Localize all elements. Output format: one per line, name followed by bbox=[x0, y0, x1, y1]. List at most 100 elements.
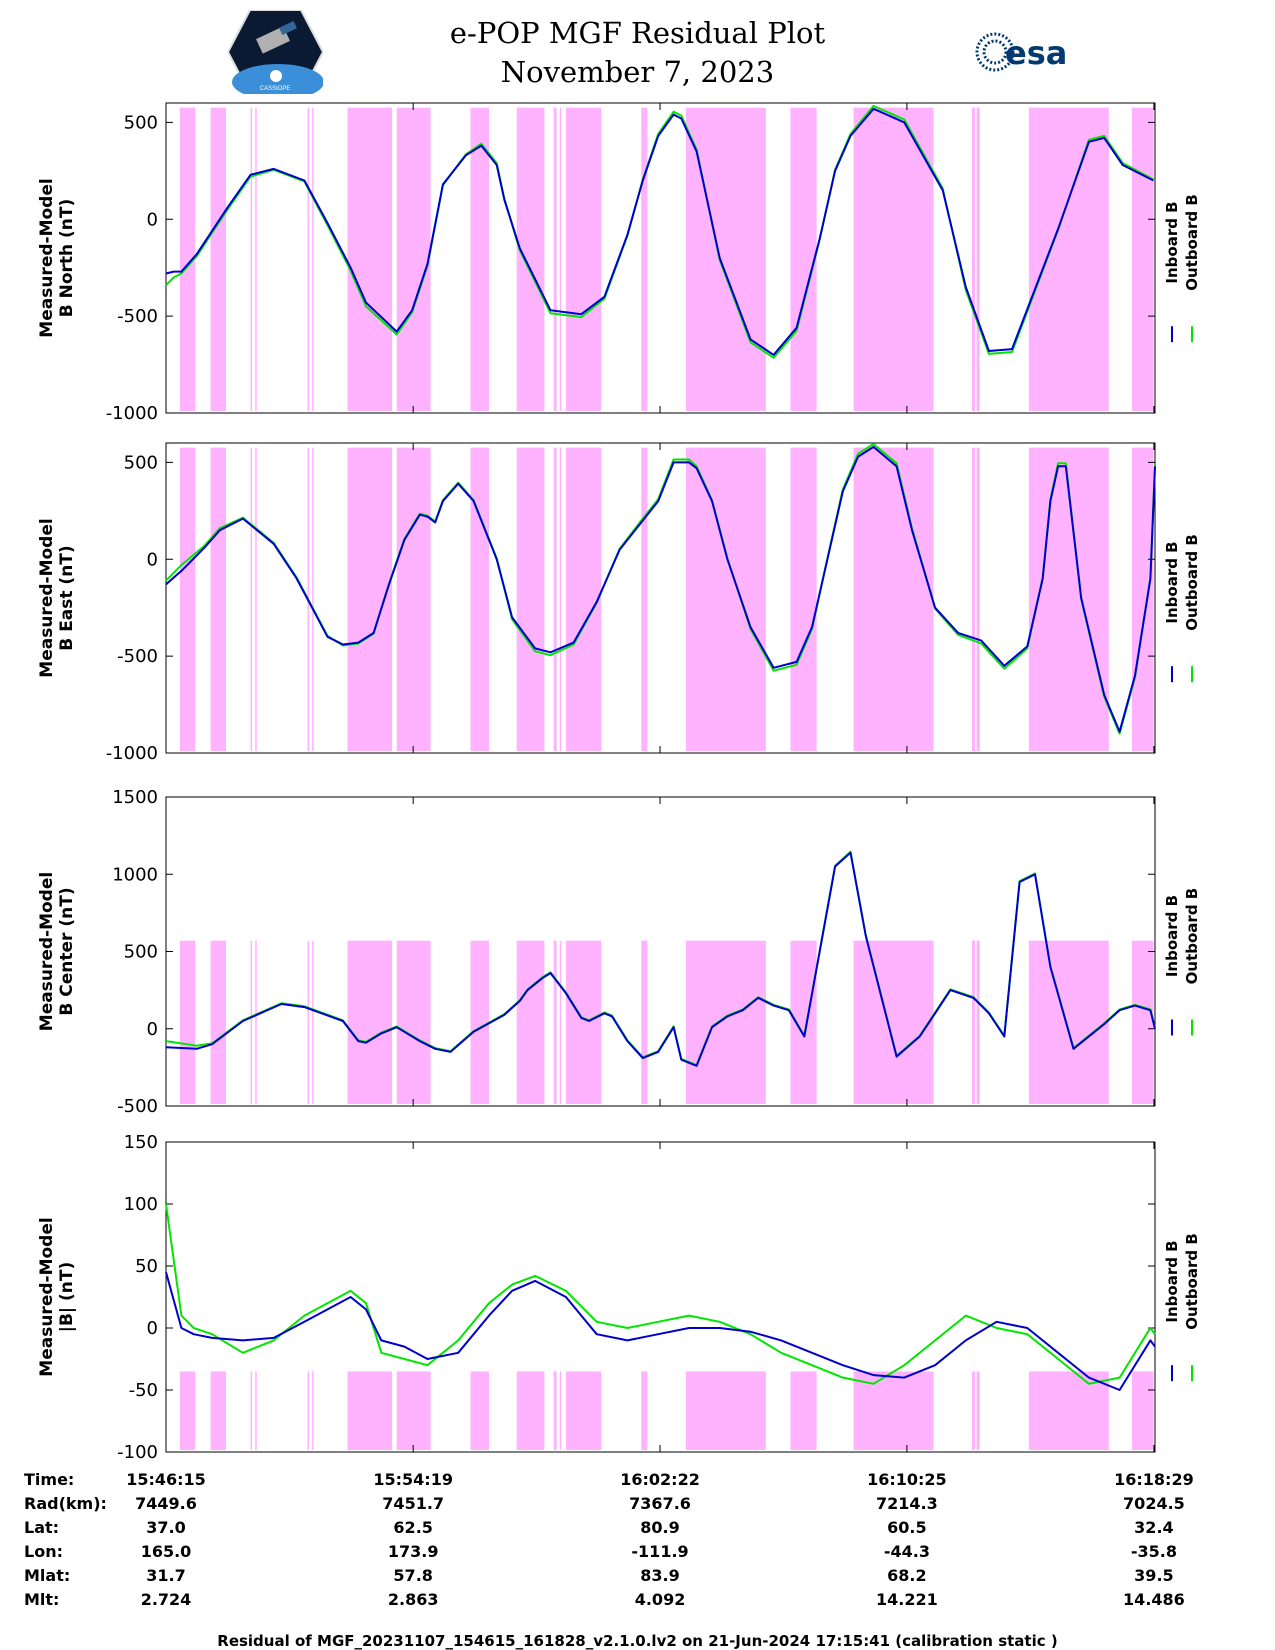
legend-label: Outboard B bbox=[1183, 1233, 1201, 1330]
series-outboard-line bbox=[165, 443, 1156, 735]
ephemeris-value: 60.5 bbox=[887, 1518, 927, 1537]
shaded-interval bbox=[255, 1371, 257, 1450]
ephemeris-value: 83.9 bbox=[640, 1566, 680, 1585]
shaded-interval bbox=[516, 1371, 545, 1450]
ephemeris-row-label: Lon: bbox=[24, 1542, 63, 1561]
legend-label: Outboard B bbox=[1183, 888, 1201, 985]
logo-caption: CASSIOPE bbox=[260, 86, 291, 92]
shaded-interval bbox=[179, 1371, 196, 1450]
shaded-interval bbox=[1131, 447, 1154, 751]
y-tick-label: 500 bbox=[124, 942, 158, 963]
series-inboard-line bbox=[165, 851, 1156, 1067]
ephemeris-row-label: Lat: bbox=[24, 1518, 60, 1537]
ephemeris-value: 173.9 bbox=[387, 1542, 439, 1561]
shaded-interval bbox=[976, 940, 980, 1104]
shaded-interval bbox=[553, 107, 557, 412]
shaded-interval bbox=[976, 107, 980, 412]
shaded-interval bbox=[470, 940, 490, 1104]
shaded-intervals bbox=[179, 1371, 1154, 1450]
shaded-intervals bbox=[179, 447, 1154, 751]
y-axis-label-line: B Center (nT) bbox=[57, 887, 77, 1015]
ephemeris-value: 68.2 bbox=[887, 1566, 927, 1585]
ephemeris-value: 4.092 bbox=[634, 1590, 686, 1609]
y-axis-label: Measured-ModelB Center (nT) bbox=[37, 872, 77, 1031]
shaded-interval bbox=[255, 107, 257, 412]
shaded-interval bbox=[179, 107, 196, 412]
y-axis-label-line: Measured-Model bbox=[37, 872, 57, 1031]
y-tick-label: -50 bbox=[129, 1380, 158, 1401]
legend-label: Outboard B bbox=[1183, 534, 1201, 631]
shaded-interval bbox=[312, 447, 314, 751]
shaded-interval bbox=[307, 107, 310, 412]
shaded-interval bbox=[971, 447, 976, 751]
y-axis-label: Measured-ModelB North (nT) bbox=[37, 178, 77, 337]
plot-frame bbox=[165, 796, 1156, 1107]
shaded-interval bbox=[210, 447, 226, 751]
series-inboard-line bbox=[165, 1271, 1156, 1391]
y-tick-label: 0 bbox=[147, 209, 158, 230]
shaded-interval bbox=[971, 107, 976, 412]
esa-wordmark: esa bbox=[1005, 34, 1067, 72]
y-tick-label: 500 bbox=[124, 452, 158, 473]
series-outboard-line bbox=[165, 1203, 1156, 1385]
shaded-interval bbox=[250, 107, 253, 412]
y-tick-label: 100 bbox=[124, 1194, 158, 1215]
shaded-interval bbox=[312, 107, 314, 412]
shaded-interval bbox=[641, 107, 648, 412]
panel-3: 1500 1000 500 0 -500 Measured-ModelB Center (… bbox=[37, 787, 1201, 1117]
shaded-interval bbox=[312, 1371, 314, 1450]
y-axis-label-line: B North (nT) bbox=[57, 199, 77, 318]
shaded-intervals bbox=[179, 940, 1154, 1104]
shaded-interval bbox=[1028, 1371, 1109, 1450]
cassiope-mission-logo: CASSIOPE bbox=[228, 10, 323, 94]
shaded-interval bbox=[553, 1371, 557, 1450]
shaded-interval bbox=[790, 940, 817, 1104]
shaded-interval bbox=[976, 447, 980, 751]
shaded-interval bbox=[559, 107, 562, 412]
shaded-interval bbox=[790, 107, 817, 412]
ephemeris-value: -35.8 bbox=[1130, 1542, 1177, 1561]
ephemeris-value: 62.5 bbox=[393, 1518, 433, 1537]
shaded-interval bbox=[210, 1371, 226, 1450]
plot-frame bbox=[165, 102, 1156, 414]
ephemeris-value: 39.5 bbox=[1134, 1566, 1174, 1585]
plot-title: e-POP MGF Residual Plot bbox=[449, 16, 826, 50]
shaded-interval bbox=[976, 1371, 980, 1450]
shaded-interval bbox=[790, 1371, 817, 1450]
ephemeris-value: 31.7 bbox=[146, 1566, 186, 1585]
shaded-interval bbox=[971, 1371, 976, 1450]
panel-2: 500 0 -500 -1000 Measured-ModelB East (nT) In… bbox=[37, 442, 1201, 764]
ephemeris-value: 7367.6 bbox=[629, 1494, 691, 1513]
series-inboard-line bbox=[165, 445, 1156, 733]
shaded-interval bbox=[559, 447, 562, 751]
shaded-interval bbox=[565, 107, 602, 412]
ephemeris-value: 14.221 bbox=[876, 1590, 938, 1609]
shaded-interval bbox=[641, 1371, 648, 1450]
shaded-interval bbox=[255, 940, 257, 1104]
y-axis-label-line: Measured-Model bbox=[37, 178, 57, 337]
plot-date: November 7, 2023 bbox=[500, 55, 775, 89]
panel-1: 500 0 -500 -1000 Measured-ModelB North (nT) I… bbox=[37, 102, 1201, 424]
plot-frame bbox=[165, 1141, 1156, 1453]
shaded-interval bbox=[250, 1371, 253, 1450]
y-tick-label: 0 bbox=[147, 1019, 158, 1040]
shaded-interval bbox=[971, 940, 976, 1104]
ephemeris-value: -44.3 bbox=[883, 1542, 930, 1561]
shaded-interval bbox=[641, 447, 648, 751]
shaded-interval bbox=[210, 107, 226, 412]
y-tick-label: -1000 bbox=[106, 403, 158, 424]
shaded-interval bbox=[685, 940, 766, 1104]
shaded-interval bbox=[559, 940, 562, 1104]
ephemeris-value: 2.724 bbox=[140, 1590, 192, 1609]
shaded-interval bbox=[1028, 940, 1109, 1104]
ephemeris-value: 16:18:29 bbox=[1114, 1470, 1194, 1489]
shaded-interval bbox=[396, 447, 431, 751]
y-axis-label-line: Measured-Model bbox=[37, 518, 57, 677]
ephemeris-value: 57.8 bbox=[393, 1566, 433, 1585]
ephemeris-value: 16:10:25 bbox=[867, 1470, 947, 1489]
shaded-interval bbox=[553, 940, 557, 1104]
shaded-interval bbox=[553, 447, 557, 751]
y-axis-label-line: Measured-Model bbox=[37, 1217, 57, 1376]
ephemeris-value: 7214.3 bbox=[876, 1494, 938, 1513]
